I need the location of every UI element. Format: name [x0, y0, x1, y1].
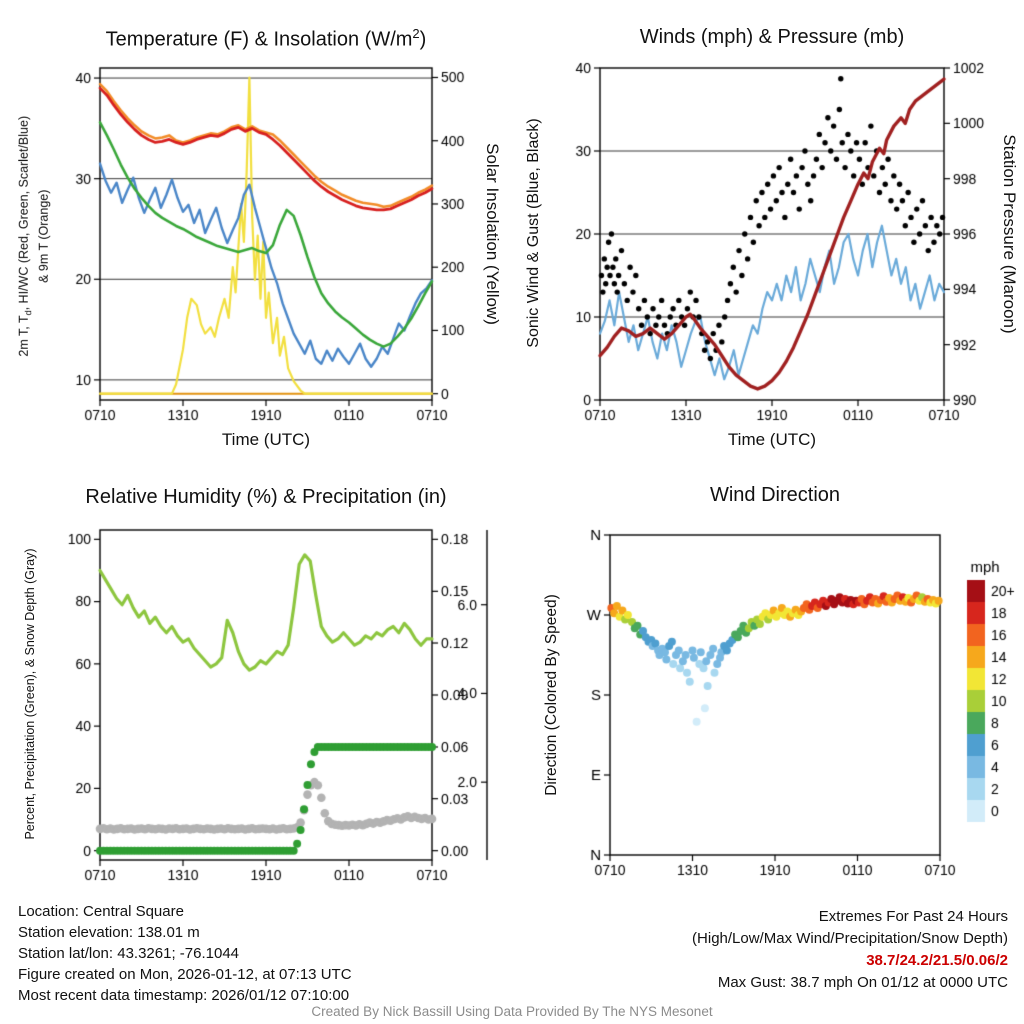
winds-pressure-panel: Winds (mph) & Pressure (mb) Sonic Wind &…: [512, 0, 1024, 460]
wind-direction-chart-title: Wind Direction: [709, 484, 841, 506]
winds-pressure-chart: [512, 0, 1024, 460]
pressure-y-axis-label: Station Pressure (Maroon): [1000, 134, 1019, 334]
title-text: Temperature (F) & Insolation (W/m: [105, 28, 413, 51]
direction-y-axis-label: Direction (Colored By Speed): [543, 594, 560, 796]
extremes-title: Extremes For Past 24 Hours: [818, 908, 1008, 925]
temperature-y-axis-label-line2: & 9m T (Orange): [36, 189, 51, 283]
wind-direction-panel: Wind Direction Direction (Colored By Spe…: [512, 460, 1024, 905]
temperature-insolation-chart: [0, 0, 512, 460]
title-superscript: 2: [412, 26, 420, 41]
credit-line: Created By Nick Bassill Using Data Provi…: [311, 1004, 713, 1019]
footer-created: Figure created on Mon, 2026-01-12, at 07…: [18, 966, 352, 983]
footer-latlon: Station lat/lon: 43.3261; -76.1044: [18, 945, 240, 962]
wind-gust-y-axis-label: Sonic Wind & Gust (Blue, Black): [525, 118, 542, 348]
temperature-insolation-panel: Temperature (F) & Insolation (W/m2) 2m T…: [0, 0, 512, 460]
insolation-y-axis-label: Solar Insolation (Yellow): [483, 143, 502, 325]
time-axis-label-1: Time (UTC): [221, 430, 311, 449]
humidity-precip-panel: Relative Humidity (%) & Precipitation (i…: [0, 460, 512, 905]
extremes-subtitle: (High/Low/Max Wind/Precipitation/Snow De…: [692, 930, 1008, 947]
temperature-y-axis-label-line1: 2m T, Td, HI/WC (Red, Green, Scarlet/Blu…: [16, 115, 34, 357]
temperature-y-axis-label: 2m T, Td, HI/WC (Red, Green, Scarlet/Blu…: [17, 56, 52, 416]
extremes-values: 38.7/24.2/21.5/0.06/2: [866, 952, 1008, 969]
winds-chart-title: Winds (mph) & Pressure (mb): [639, 26, 905, 48]
time-axis-label-2: Time (UTC): [727, 430, 817, 449]
humidity-y-axis-label: Percent, Precipitation (Green), & Snow D…: [23, 548, 37, 840]
humidity-precip-chart: [0, 460, 512, 905]
title-text-suffix: ): [419, 28, 427, 51]
footer-elevation: Station elevation: 138.01 m: [18, 924, 200, 941]
humidity-chart-title: Relative Humidity (%) & Precipitation (i…: [85, 486, 447, 508]
max-gust-line: Max Gust: 38.7 mph On 01/12 at 0000 UTC: [717, 974, 1008, 991]
temperature-chart-title: Temperature (F) & Insolation (W/m2): [90, 26, 442, 52]
wind-direction-chart: [512, 460, 1024, 905]
footer-timestamp: Most recent data timestamp: 2026/01/12 0…: [18, 987, 350, 1004]
footer-location: Location: Central Square: [18, 903, 184, 920]
